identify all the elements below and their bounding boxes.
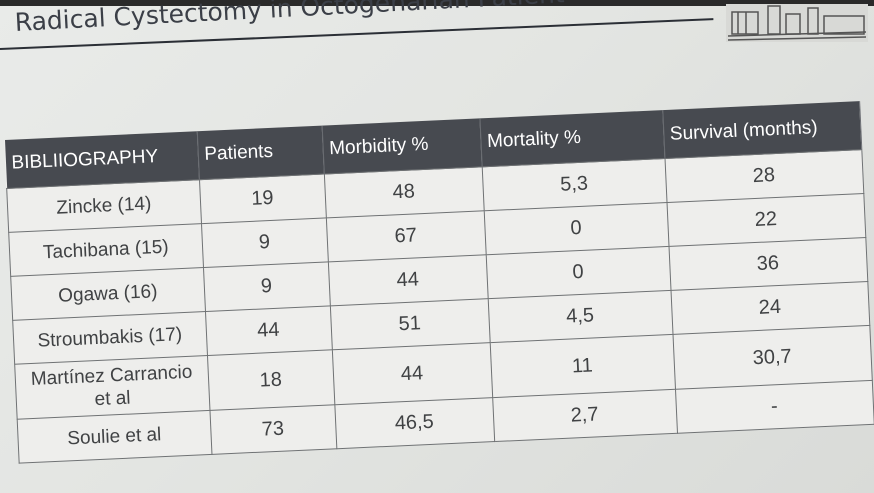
cell-survival: 30,7 (672, 325, 872, 390)
header-morbidity: Morbidity % (321, 118, 482, 175)
header-patients: Patients (196, 125, 324, 180)
cell-patients: 9 (202, 261, 330, 312)
cell-patients: 18 (206, 349, 335, 411)
header-bibliography: BIBLIIOGRAPHY (4, 131, 200, 189)
slide-top-bar (0, 0, 874, 6)
cell-mortality: 11 (489, 334, 676, 398)
cell-morbidity: 46,5 (334, 397, 495, 449)
results-table-container: BIBLIIOGRAPHY Patients Morbidity % Morta… (4, 101, 874, 464)
cell-patients: 9 (200, 217, 328, 268)
cell-morbidity: 44 (331, 342, 493, 405)
cell-survival: - (675, 380, 874, 434)
cell-patients: 44 (204, 305, 332, 356)
cell-mortality: 2,7 (492, 389, 677, 442)
results-table: BIBLIIOGRAPHY Patients Morbidity % Morta… (4, 101, 874, 464)
cell-morbidity: 67 (325, 210, 486, 262)
slide-title: Radical Cystectomy in Octogenarian Patie… (14, 0, 566, 37)
cell-morbidity: 44 (327, 254, 488, 306)
cell-bibliography: Soulie et al (17, 410, 212, 464)
cell-patients: 73 (209, 404, 337, 455)
cell-morbidity: 48 (323, 166, 484, 218)
header-mortality: Mortality % (479, 110, 665, 167)
cell-patients: 19 (199, 174, 326, 224)
cell-morbidity: 51 (329, 298, 490, 350)
cell-bibliography: Martínez Carrancio et al (14, 355, 210, 420)
building-illustration-icon (726, 4, 868, 42)
